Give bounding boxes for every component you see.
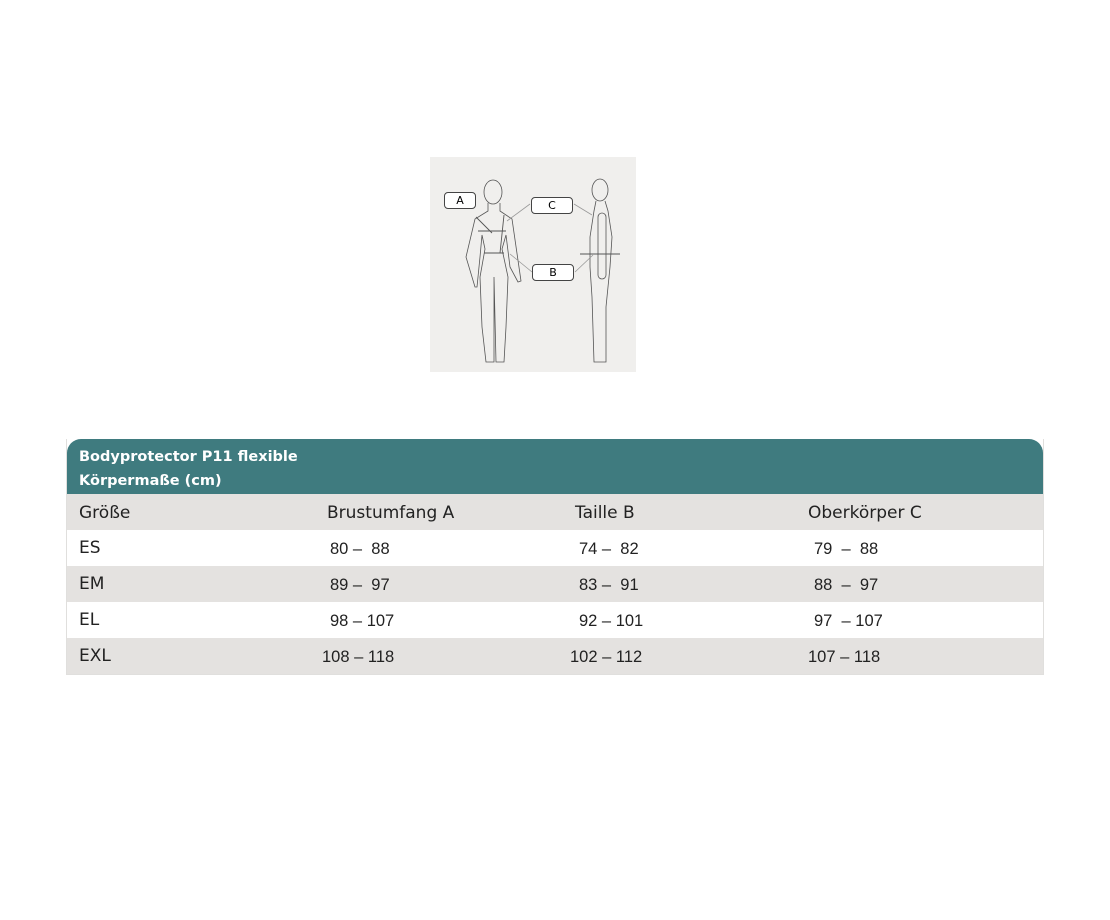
size-cell: ES bbox=[79, 538, 101, 558]
measurement-cell: 108 – 118 bbox=[322, 648, 395, 666]
size-table: Bodyprotector P11 flexible Körpermaße (c… bbox=[66, 439, 1044, 675]
measurement-cell: 79 – 88 bbox=[814, 540, 879, 558]
table-row: EL 98 – 107 92 – 101 97 – 107 bbox=[67, 602, 1043, 638]
size-cell: EXL bbox=[79, 646, 111, 666]
body-measurement-diagram: A C B bbox=[430, 157, 636, 372]
measurement-cell: 88 – 97 bbox=[814, 576, 879, 594]
column-header: Brustumfang A bbox=[327, 503, 455, 523]
column-header: Oberkörper C bbox=[808, 503, 922, 523]
measurement-cell: 97 – 107 bbox=[814, 612, 883, 630]
measurement-cell: 98 – 107 bbox=[330, 612, 395, 630]
column-header: Größe bbox=[79, 503, 131, 523]
measurement-cell: 89 – 97 bbox=[330, 576, 390, 594]
label-b: B bbox=[532, 264, 574, 281]
table-row: EXL 108 – 118 102 – 112 107 – 118 bbox=[67, 638, 1043, 674]
measurement-cell: 74 – 82 bbox=[579, 540, 639, 558]
measurement-cell: 102 – 112 bbox=[570, 648, 643, 666]
measurement-cell: 83 – 91 bbox=[579, 576, 639, 594]
measurement-cell: 92 – 101 bbox=[579, 612, 644, 630]
size-cell: EL bbox=[79, 610, 100, 630]
size-cell: EM bbox=[79, 574, 105, 594]
table-row: EM 89 – 97 83 – 91 88 – 97 bbox=[67, 566, 1043, 602]
label-c: C bbox=[531, 197, 573, 214]
column-header-row: Größe Brustumfang A Taille B Oberkörper … bbox=[67, 494, 1043, 530]
table-row: ES 80 – 88 74 – 82 79 – 88 bbox=[67, 530, 1043, 566]
measurement-cell: 80 – 88 bbox=[330, 540, 390, 558]
table-subtitle: Körpermaße (cm) bbox=[79, 473, 222, 489]
table-title: Bodyprotector P11 flexible bbox=[79, 449, 298, 465]
column-header: Taille B bbox=[575, 503, 635, 523]
label-a: A bbox=[444, 192, 476, 209]
measurement-cell: 107 – 118 bbox=[808, 648, 881, 666]
table-header: Bodyprotector P11 flexible Körpermaße (c… bbox=[67, 439, 1043, 494]
